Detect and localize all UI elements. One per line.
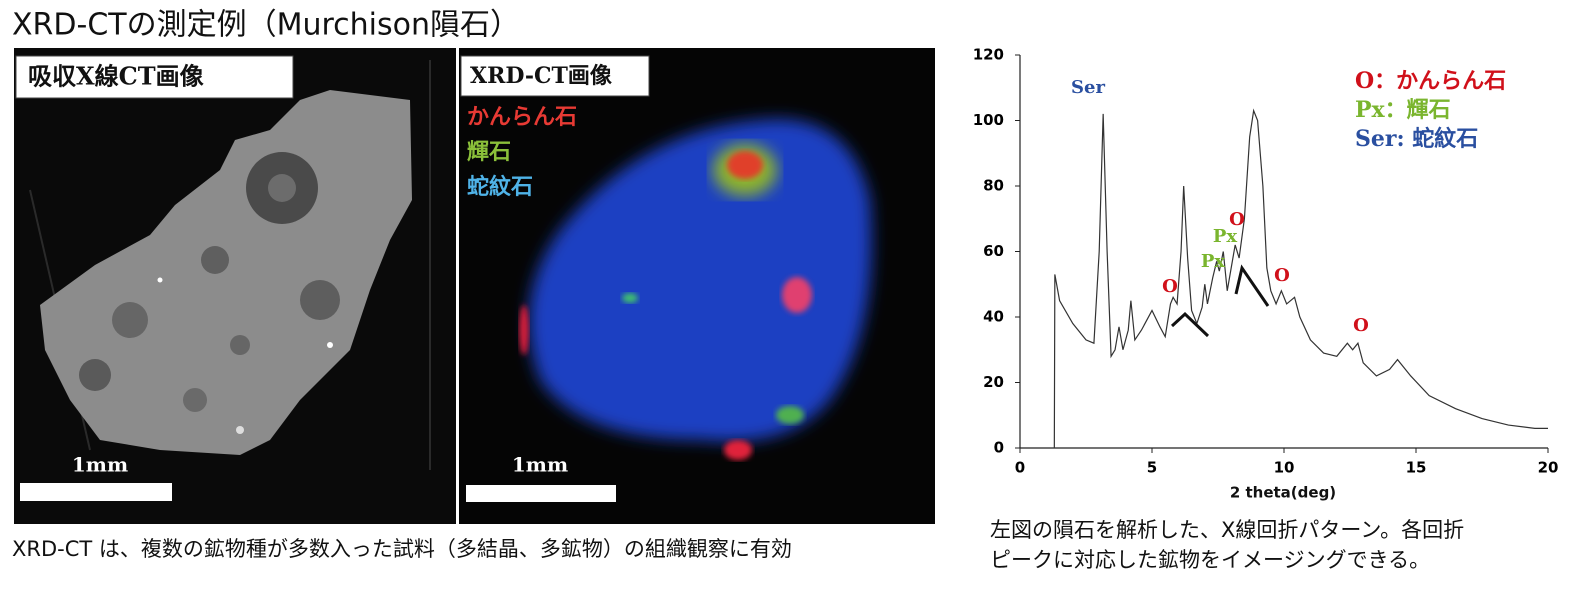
peak-annotation: O [1274,265,1290,286]
y-tick-label: 60 [983,242,1004,260]
chart-legend: Ser: 蛇紋石 [1355,126,1478,152]
caption: XRD-CT は、複数の鉱物種が多数入った試料（多結晶、多鉱物）の組織観察に有効 [12,537,792,561]
x-axis-label: 2 theta(deg) [1230,484,1336,502]
ct-image: 吸収X線CT画像 1mm [14,48,456,524]
peak-annotation: O [1353,315,1369,336]
y-tick-label: 100 [973,111,1004,129]
x-tick-label: 10 [1274,459,1295,477]
y-tick-label: 120 [973,46,1004,64]
x-tick-label: 0 [1015,459,1025,477]
peak-annotation: Px [1213,226,1238,247]
peak-annotation: O [1229,209,1245,230]
x-tick-label: 20 [1538,459,1559,477]
y-tick-label: 40 [983,308,1004,326]
peak-annotation: Px [1201,251,1226,272]
data-line [1053,108,1548,449]
image-legend: 蛇紋石 [467,174,533,200]
x-tick-label: 5 [1147,459,1157,477]
page-title: XRD-CTの測定例（Murchison隕石） [12,8,520,43]
image-legend: 輝石 [467,139,511,165]
chart-legend: O：かんらん石 [1355,68,1506,94]
image-legend: かんらん石 [467,104,577,130]
panel-label: 吸収X線CT画像 [28,62,205,91]
caption: 左図の隕石を解析した、X線回折パターン。各回折 [990,518,1464,542]
caption: ピークに対応した鉱物をイメージングできる。 [990,548,1430,572]
xrd-ct-image: XRD-CT画像 かんらん石 輝石 蛇紋石 1mm [459,48,935,524]
peak-marker [1170,264,1270,338]
peak-annotation: Ser [1071,77,1105,98]
y-tick-label: 80 [983,177,1004,195]
panel-label: XRD-CT画像 [470,63,613,89]
x-tick-label: 15 [1406,459,1427,477]
y-tick-label: 20 [983,373,1004,391]
scale-label: 1mm [72,453,128,477]
scale-label: 1mm [512,453,568,477]
chart-legend: Px：輝石 [1355,97,1451,123]
y-tick-label: 0 [994,439,1004,457]
peak-annotation: O [1162,276,1178,297]
